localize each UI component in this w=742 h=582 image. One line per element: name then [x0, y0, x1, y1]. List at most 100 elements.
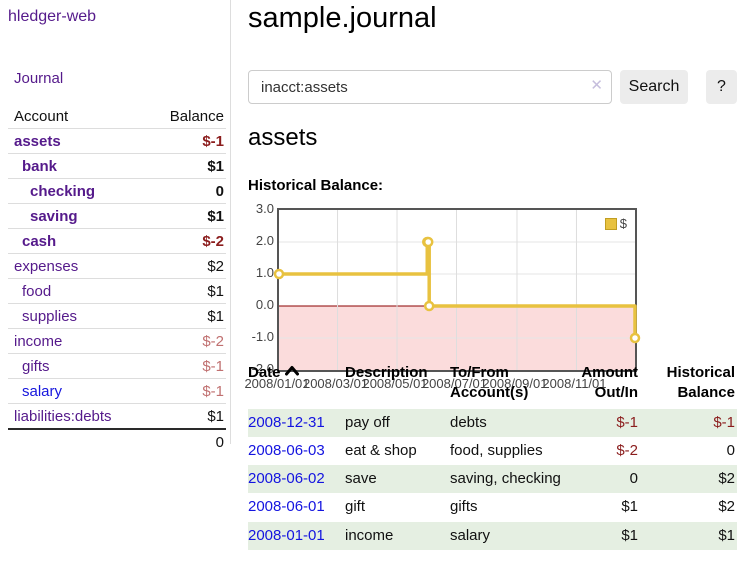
register-table: Date Description To/From Account(s) Amount Ou… — [248, 360, 737, 550]
account-link[interactable]: cash — [22, 232, 57, 250]
accounts-total-value: 0 — [215, 433, 224, 451]
chart-heading: Historical Balance: — [248, 177, 384, 194]
sidebar-item-journal[interactable]: Journal — [14, 70, 64, 87]
account-row: expenses $2 — [8, 254, 226, 279]
account-balance: $1 — [207, 157, 224, 175]
account-balance: $2 — [207, 257, 224, 275]
transaction-balance: 0 — [726, 441, 735, 459]
account-row: bank $1 — [8, 154, 226, 179]
transaction-accounts: gifts — [450, 498, 478, 516]
account-balance: 0 — [215, 182, 224, 200]
clear-search-icon[interactable]: ✕ — [590, 77, 603, 94]
transaction-date-link[interactable]: 2008-06-01 — [248, 498, 325, 516]
account-balance: $-1 — [202, 382, 224, 400]
register-column-header: To/From Account(s) — [450, 360, 570, 409]
x-axis-tick-label: 2008/09/01 — [482, 376, 548, 391]
transaction-description: save — [345, 465, 450, 494]
account-link[interactable]: saving — [30, 207, 78, 225]
accounts-table-header: Account Balance — [8, 104, 226, 129]
account-balance: $1 — [207, 207, 224, 225]
search-box: ✕ — [248, 70, 612, 104]
y-axis-tick-label: -1.0 — [251, 329, 274, 344]
account-link[interactable]: bank — [22, 157, 58, 175]
account-balance: $-2 — [202, 232, 224, 250]
column-header-label2: Balance — [677, 384, 735, 402]
search-input[interactable] — [248, 70, 612, 104]
account-balance: $1 — [207, 307, 224, 325]
transaction-accounts: food, supplies — [450, 441, 543, 459]
account-link[interactable]: expenses — [14, 257, 79, 275]
search-form: ✕ Search ? — [248, 70, 737, 104]
transaction-row: 2008-06-02 save saving, checking 0 $2 — [248, 465, 737, 494]
transaction-amount: $-2 — [616, 441, 638, 459]
register-column-header: Amount Out/In — [570, 360, 640, 409]
help-button[interactable]: ? — [706, 70, 737, 104]
transaction-date-link[interactable]: 2008-06-03 — [248, 441, 325, 459]
chart-legend: $ — [602, 215, 629, 232]
account-balance: $1 — [207, 407, 224, 425]
register-column-header: Description — [345, 360, 450, 409]
transaction-row: 2008-12-31 pay off debts $-1 $-1 — [248, 408, 737, 437]
register-column-header[interactable]: Date — [248, 360, 345, 409]
search-button[interactable]: Search — [620, 70, 688, 104]
historical-balance-chart: 3.0 2.0 1.0 0.0 -1.0 -2.0 $ 2008/01/01 2008/03… — [244, 200, 737, 396]
transaction-date-link[interactable]: 2008-06-02 — [248, 470, 325, 487]
account-link[interactable]: food — [22, 282, 52, 300]
y-axis-tick-label: 3.0 — [255, 201, 274, 216]
account-link[interactable]: supplies — [22, 307, 78, 325]
page-title: sample.journal — [248, 2, 437, 34]
account-row: food $1 — [8, 279, 226, 304]
legend-label: $ — [619, 216, 627, 231]
column-header-label: Historical — [666, 364, 735, 381]
column-header-label: To/From — [450, 364, 509, 381]
transaction-date-link[interactable]: 2008-01-01 — [248, 526, 325, 544]
column-header-label: Date — [248, 364, 281, 381]
x-axis-tick-label: 2008/01/01 — [244, 376, 310, 391]
data-point-marker — [629, 332, 641, 344]
chart-canvas — [273, 210, 641, 370]
x-axis-tick-label: 2008/11/01 — [542, 376, 607, 391]
data-point-marker — [273, 268, 285, 280]
x-axis-tick-label: 2008/03/01 — [302, 376, 369, 391]
y-axis-tick-label: 0.0 — [255, 297, 274, 312]
account-row: income $-2 — [8, 329, 226, 354]
data-point-marker — [423, 300, 435, 312]
column-header-label: Description — [345, 364, 428, 381]
account-link[interactable]: checking — [30, 182, 96, 200]
x-axis-tick-label: 2008/07/01 — [421, 376, 488, 391]
chart-plot-area: $ — [273, 208, 641, 372]
account-link[interactable]: income — [14, 332, 63, 350]
transaction-row: 2008-01-01 income salary $1 $1 — [248, 521, 737, 550]
register-header-row: Date Description To/From Account(s) Amount Ou… — [248, 360, 737, 409]
transaction-row: 2008-06-01 gift gifts $1 $2 — [248, 493, 737, 521]
transaction-row: 2008-06-03 eat & shop food, supplies $-2 0 — [248, 437, 737, 465]
account-link[interactable]: salary — [22, 382, 63, 400]
accounts-column-header: Account — [14, 107, 69, 125]
transaction-date-link[interactable]: 2008-12-31 — [248, 413, 325, 431]
y-axis-tick-label: 2.0 — [255, 233, 274, 248]
transaction-balance: $1 — [640, 521, 737, 550]
transaction-accounts: debts — [450, 408, 570, 437]
accounts-total-row: 0 — [8, 428, 226, 454]
transaction-amount: 0 — [570, 465, 640, 494]
sort-ascending-icon — [284, 366, 299, 376]
transaction-description: gift — [345, 498, 366, 516]
transaction-accounts: salary — [450, 521, 570, 550]
account-row: supplies $1 — [8, 304, 226, 329]
account-balance: $-1 — [202, 132, 224, 150]
account-row: cash $-2 — [8, 229, 226, 254]
transaction-amount: $-1 — [570, 408, 640, 437]
transaction-description: income — [345, 521, 450, 550]
account-row: saving $1 — [8, 204, 226, 229]
brand-link[interactable]: hledger-web — [8, 8, 97, 25]
y-axis-tick-label: 1.0 — [255, 265, 274, 280]
y-axis-tick-label: -2.0 — [251, 361, 274, 376]
account-row: assets $-1 — [8, 129, 226, 154]
account-link[interactable]: gifts — [22, 357, 50, 375]
column-header-label2: Out/In — [594, 384, 638, 402]
transaction-description: eat & shop — [345, 441, 417, 459]
account-link[interactable]: assets — [14, 132, 61, 150]
accounts-table: Account Balance assets $-1 bank $1 checking 0… — [8, 104, 226, 454]
account-row: gifts $-1 — [8, 354, 226, 379]
account-link[interactable]: liabilities:debts — [14, 407, 112, 425]
